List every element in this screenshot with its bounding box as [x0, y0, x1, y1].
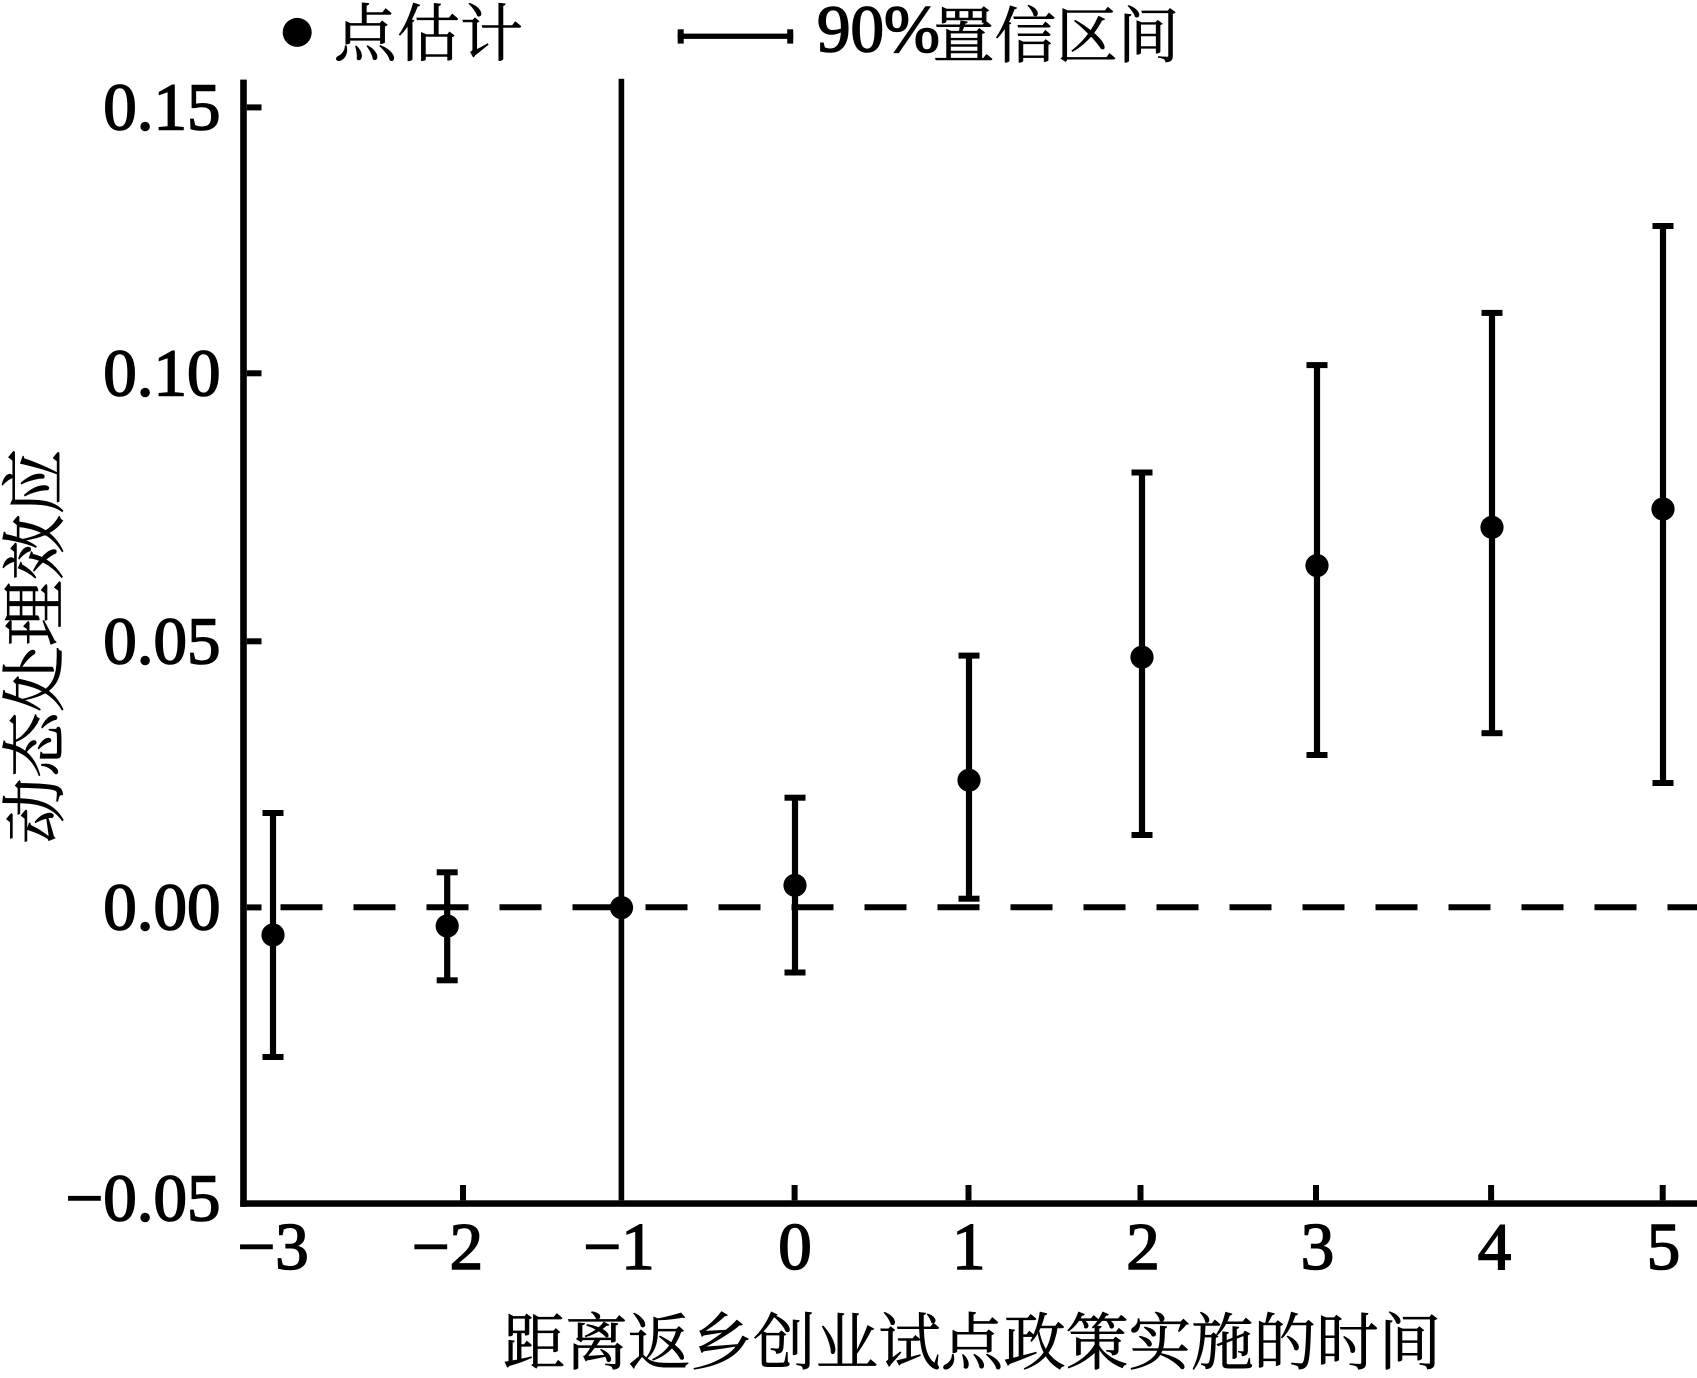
svg-text:−1: −1: [583, 1210, 654, 1284]
svg-text:3: 3: [1301, 1210, 1335, 1284]
svg-text:4: 4: [1478, 1210, 1512, 1284]
svg-text:−2: −2: [412, 1210, 483, 1284]
svg-text:5: 5: [1647, 1210, 1681, 1284]
svg-text:0.15: 0.15: [103, 71, 220, 145]
svg-text:2: 2: [1126, 1210, 1160, 1284]
svg-text:0: 0: [778, 1210, 812, 1284]
svg-text:0.05: 0.05: [103, 605, 220, 679]
svg-text:0.00: 0.00: [103, 871, 220, 945]
svg-text:1: 1: [952, 1210, 986, 1284]
svg-text:90%: 90%: [817, 0, 940, 67]
svg-text:−3: −3: [237, 1210, 308, 1284]
svg-text:−0.05: −0.05: [65, 1162, 220, 1236]
svg-text:0.10: 0.10: [103, 337, 220, 411]
